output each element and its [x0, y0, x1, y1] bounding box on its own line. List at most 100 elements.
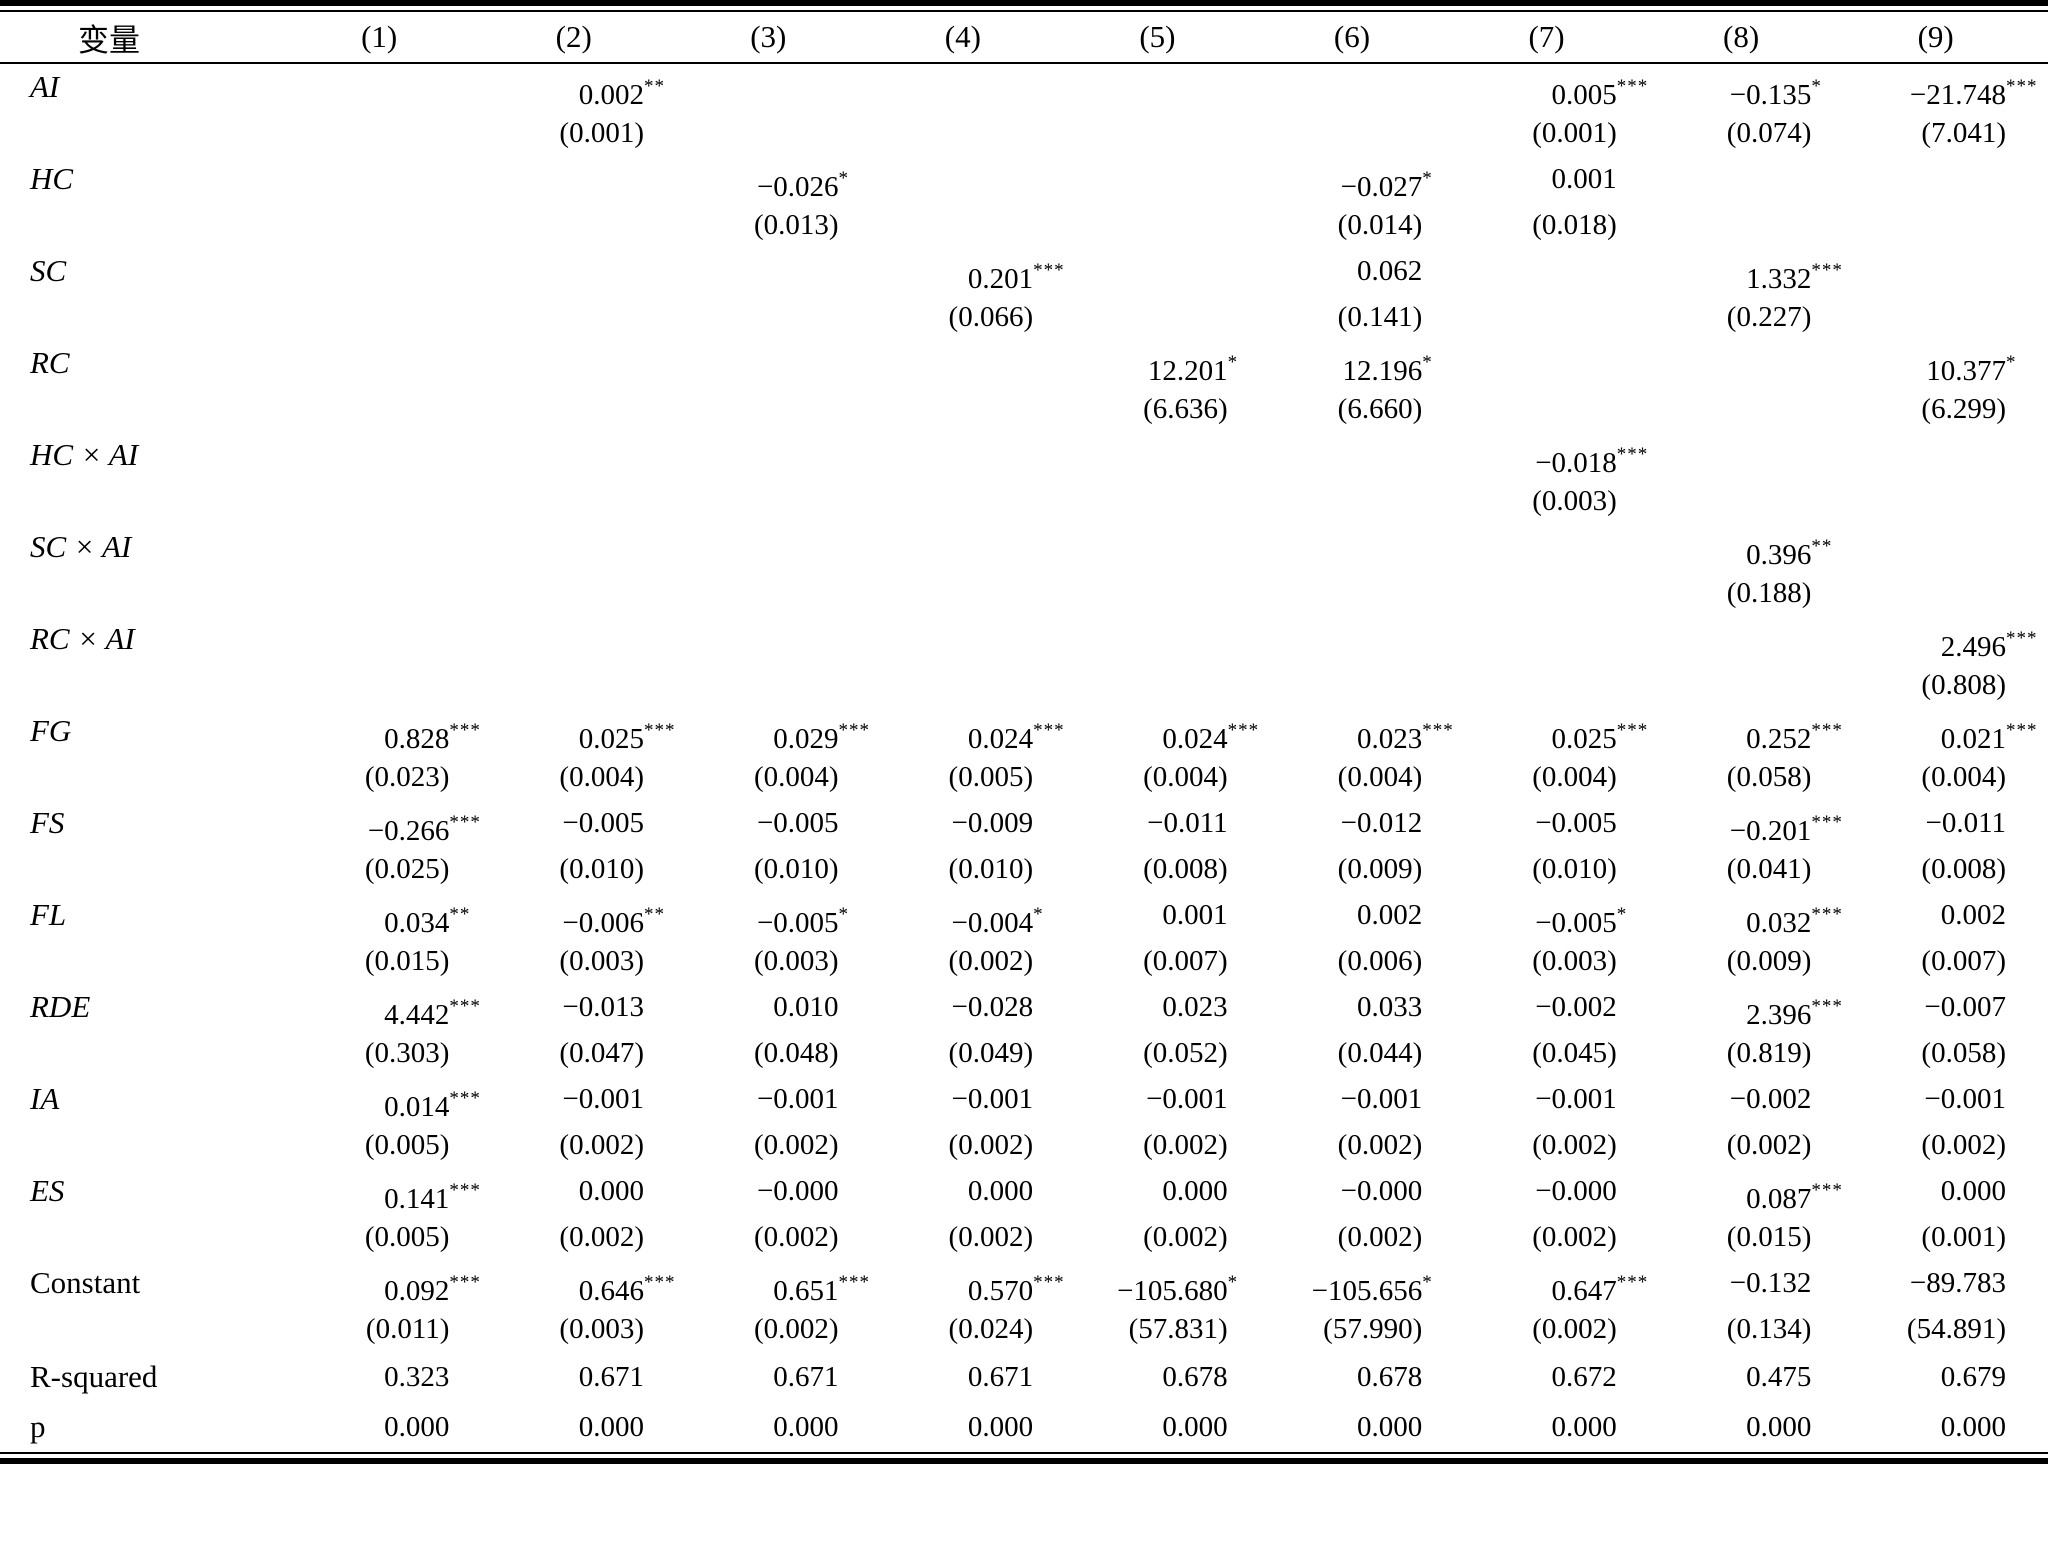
coefficient-value: −0.135*	[1659, 64, 1854, 111]
stat-cell-p-col9: 0.000	[1853, 1402, 2048, 1452]
coefficient-value-text: 0.087	[1746, 1183, 1812, 1215]
standard-error-value-text: (0.006)	[1337, 945, 1423, 977]
standard-error-value-text: (0.004)	[1532, 761, 1617, 793]
coef-cell-hc-col5	[1075, 156, 1270, 248]
table-row-rde: RDE 4.442*** (0.303) −0.013 (0.047) 0.010 (0.0…	[0, 984, 2048, 1076]
row-label-hc-ai: HC × AI	[30, 437, 139, 472]
row-label-hc: HC	[30, 161, 74, 196]
statistic-value-text: 0.000	[1356, 1411, 1423, 1443]
standard-error-value: (0.003)	[491, 938, 686, 984]
standard-error-value-text: (0.049)	[948, 1037, 1034, 1069]
coefficient-value: 0.010	[686, 984, 881, 1030]
coef-cell-rde-col8: 2.396*** (0.819)	[1659, 984, 1854, 1076]
stat-cell-p-col6: 0.000	[1270, 1402, 1465, 1452]
standard-error-value: (0.011)	[297, 1306, 492, 1352]
coefficient-value: −0.002	[1659, 1076, 1854, 1122]
statistic-value: 0.000	[1075, 1402, 1270, 1452]
standard-error-value-text: (0.002)	[753, 1221, 839, 1253]
stat-cell-r-squared-col8: 0.475	[1659, 1352, 1854, 1402]
coef-cell-ia-col9: −0.001 (0.002)	[1853, 1076, 2048, 1168]
standard-error-value: (0.188)	[1659, 570, 1854, 616]
coefficient-value-text: 0.141	[384, 1183, 450, 1215]
coefficient-value-text: 0.025	[578, 723, 644, 755]
coef-cell-rc-ai-col8	[1659, 616, 1854, 708]
coef-cell-hc-col7: 0.001 (0.018)	[1464, 156, 1659, 248]
header-row: 变量 (1) (2) (3) (4) (5) (6) (7) (8) (9)	[0, 12, 2048, 64]
coefficient-value-text: 0.062	[1356, 255, 1423, 287]
coefficient-value: 0.000	[491, 1168, 686, 1214]
statistic-value-text: 0.000	[1162, 1411, 1228, 1443]
coefficient-value-text: −0.000	[1340, 1175, 1423, 1207]
standard-error-value: (0.007)	[1075, 938, 1270, 984]
coefficient-value-text: 0.001	[1551, 163, 1617, 195]
statistic-value-text: 0.000	[1746, 1411, 1812, 1443]
coefficient-value-text: −0.005	[756, 807, 839, 839]
coefficient-value: 2.496***	[1853, 616, 2048, 663]
coefficient-value: 0.033	[1270, 984, 1465, 1030]
standard-error-value: (6.660)	[1270, 386, 1465, 432]
standard-error-value: (0.004)	[1270, 754, 1465, 800]
table-row-p: p 0.000 0.000 0.000 0.000 0.000 0.000 0.000 0.00…	[0, 1402, 2048, 1452]
coefficient-value: 0.252***	[1659, 708, 1854, 755]
standard-error-value-text: (0.002)	[1532, 1313, 1617, 1345]
row-label-r-squared: R-squared	[30, 1359, 158, 1394]
standard-error-value: (0.015)	[297, 938, 492, 984]
column-header-5: (5)	[1075, 12, 1270, 64]
coefficient-value-text: 0.001	[1162, 899, 1228, 931]
standard-error-value-text: (0.010)	[948, 853, 1034, 885]
coefficient-value: 0.396**	[1659, 524, 1854, 571]
coef-cell-constant-col9: −89.783 (54.891)	[1853, 1260, 2048, 1352]
coefficient-value: 12.201*	[1075, 340, 1270, 387]
standard-error-value-text: (0.004)	[1143, 761, 1228, 793]
top-outer-rule	[0, 0, 2048, 6]
coef-cell-es-col8: 0.087*** (0.015)	[1659, 1168, 1854, 1260]
coefficient-value: 0.021***	[1853, 708, 2048, 755]
standard-error-value: (0.005)	[881, 754, 1076, 800]
standard-error-value-text: (0.004)	[1921, 761, 2006, 793]
standard-error-value-text: (0.018)	[1532, 209, 1617, 241]
coefficient-value-text: −0.001	[1340, 1083, 1423, 1115]
standard-error-value: (0.049)	[881, 1030, 1076, 1076]
significance-stars: ***	[2006, 720, 2038, 741]
standard-error-value: (0.002)	[881, 1122, 1076, 1168]
coef-cell-sc-ai-col5	[1075, 524, 1270, 616]
coef-cell-fl-col5: 0.001 (0.007)	[1075, 892, 1270, 984]
statistic-value: 0.000	[1659, 1402, 1854, 1452]
significance-stars: *	[1227, 1272, 1239, 1293]
coef-cell-ai-col3	[686, 63, 881, 156]
coef-cell-rc-ai-col4	[881, 616, 1076, 708]
coefficient-value-text: 0.032	[1746, 907, 1812, 939]
significance-stars: ***	[1811, 1180, 1843, 1201]
stat-cell-r-squared-col6: 0.678	[1270, 1352, 1465, 1402]
coefficient-value-text: −0.005	[1535, 907, 1617, 939]
bottom-inner-rule	[0, 1452, 2048, 1454]
coef-cell-fl-col2: −0.006** (0.003)	[491, 892, 686, 984]
standard-error-value-text: (0.015)	[364, 945, 450, 977]
coefficient-value-text: −89.783	[1909, 1267, 2006, 1299]
coef-cell-rde-col3: 0.010 (0.048)	[686, 984, 881, 1076]
standard-error-value-text: (6.636)	[1143, 393, 1228, 425]
coef-cell-fs-col6: −0.012 (0.009)	[1270, 800, 1465, 892]
significance-stars: ***	[1033, 720, 1065, 741]
coefficient-value-text: 0.252	[1746, 723, 1812, 755]
standard-error-value: (0.015)	[1659, 1214, 1854, 1260]
significance-stars: *	[1422, 168, 1433, 189]
coef-cell-ai-col5	[1075, 63, 1270, 156]
stat-cell-p-col7: 0.000	[1464, 1402, 1659, 1452]
coef-cell-ai-col4	[881, 63, 1076, 156]
coef-cell-fl-col1: 0.034** (0.015)	[297, 892, 492, 984]
coefficient-value-text: −0.266	[367, 815, 450, 847]
coef-cell-fl-col6: 0.002 (0.006)	[1270, 892, 1465, 984]
standard-error-value-text: (0.011)	[365, 1313, 450, 1345]
coefficient-value-text: 0.023	[1356, 723, 1423, 755]
coef-cell-rc-col6: 12.196* (6.660)	[1270, 340, 1465, 432]
standard-error-value-text: (0.024)	[948, 1313, 1034, 1345]
stat-cell-p-col5: 0.000	[1075, 1402, 1270, 1452]
coefficient-value: −0.005*	[1464, 892, 1659, 939]
standard-error-value-text: (0.002)	[948, 1129, 1034, 1161]
standard-error-value-text: (0.002)	[948, 1221, 1034, 1253]
standard-error-value: (0.018)	[1464, 202, 1659, 248]
coefficient-value-text: −0.005	[756, 907, 839, 939]
coefficient-value-text: 0.010	[773, 991, 839, 1023]
significance-stars: ***	[1616, 1272, 1649, 1293]
